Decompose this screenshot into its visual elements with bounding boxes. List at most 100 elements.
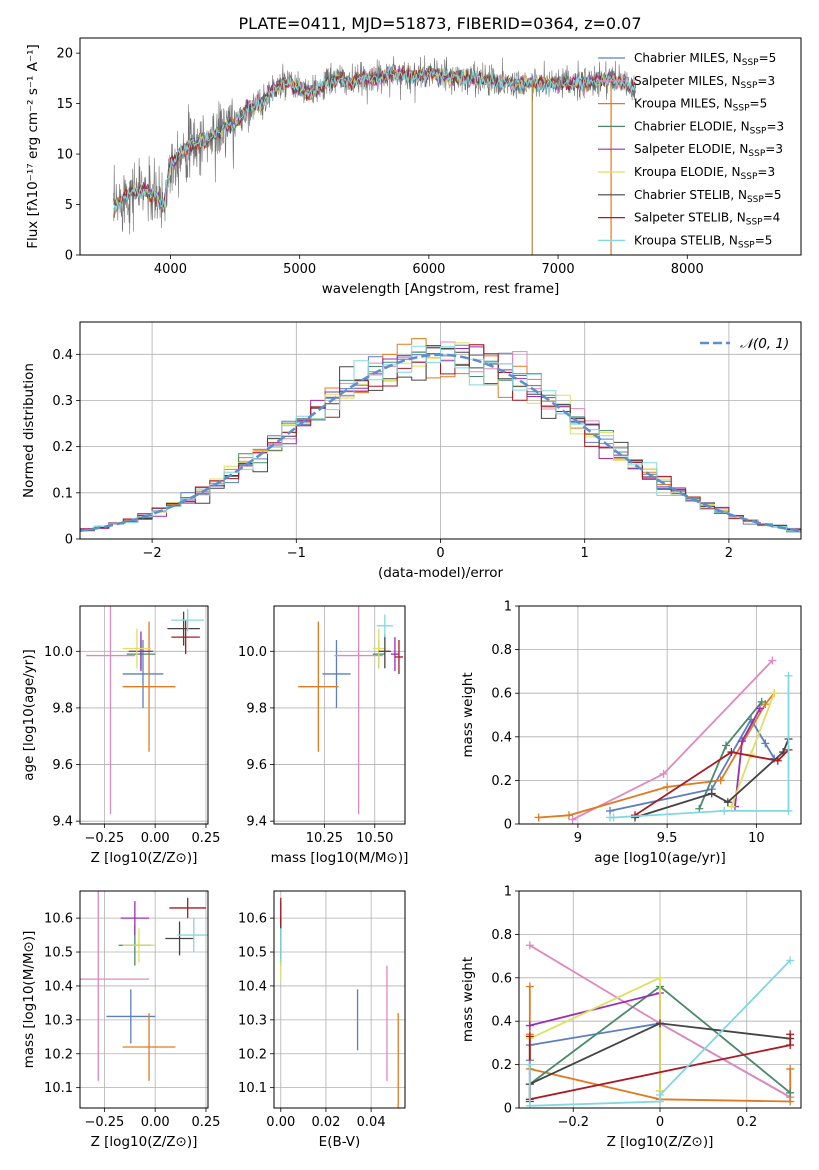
y-tick-label: 10.0 [238, 645, 267, 660]
mass-weight-marker [773, 756, 782, 765]
mass-weight-marker [786, 1097, 795, 1106]
mass-weight-marker [656, 973, 664, 982]
y-tick-label: 9.8 [246, 701, 267, 716]
legend-label: Salpeter STELIB, NSSP=4 [634, 211, 780, 228]
axes-frame [79, 605, 209, 825]
plot-area [113, 55, 637, 255]
mass-weight-marker [722, 741, 731, 750]
x-tick-label: 5000 [283, 262, 316, 277]
y-axis-label: mass weight [460, 672, 476, 757]
panel-mass-vs-EBV: 0.00 0.02 0.04 10.1 10.2 10.3 10.4 10.5 10.6 E(B-… [238, 890, 406, 1150]
y-axis-label: mass weight [460, 957, 476, 1042]
mass-weight-marker [525, 1101, 534, 1108]
x-axis-label: Z [log10(Z/Z⊙)] [607, 1134, 714, 1150]
mass-weight-marker [663, 782, 672, 791]
x-axis-label: E(B-V) [319, 1134, 361, 1150]
x-axis-label: Z [log10(Z/Z⊙)] [91, 1134, 198, 1150]
mass-weight-marker [564, 811, 573, 820]
x-tick-label: 0.2 [736, 1115, 757, 1130]
legend-subscript: SSP [741, 81, 758, 91]
y-tick-label: 0.2 [491, 1058, 512, 1073]
legend-subscript: SSP [748, 149, 765, 159]
legend-subscript: SSP [733, 104, 750, 114]
x-tick-label: 4000 [154, 262, 187, 277]
x-tick-label: 6000 [412, 262, 445, 277]
x-tick-label: 7000 [542, 262, 575, 277]
y-tick-label: 10.1 [238, 1081, 267, 1096]
x-tick-label: −0.2 [557, 1115, 589, 1130]
mass-weight-marker [720, 806, 729, 815]
mass-weight-marker [786, 1041, 795, 1050]
axes-frame [518, 890, 802, 1109]
legend-value: =3 [757, 74, 775, 88]
x-tick-label: 0.25 [191, 831, 220, 846]
y-tick-label: 0.3 [52, 394, 73, 409]
legend-label: Salpeter MILES, NSSP=3 [634, 74, 775, 91]
legend-subscript: SSP [746, 218, 763, 228]
plot-area [80, 322, 801, 539]
y-tick-label: 10.2 [44, 1047, 73, 1062]
y-tick-label: 0 [504, 1102, 512, 1117]
panel-mass-weight-vs-Z: −0.2 0 0.2 0 0.2 0.4 0.6 0.8 1 Z [log10(Z/Z⊙)] mas… [460, 885, 802, 1150]
legend-subscript: SSP [741, 172, 758, 182]
mass-weight-marker [659, 769, 668, 778]
y-tick-label: 10.2 [238, 1047, 267, 1062]
y-tick-label: 10.3 [44, 1013, 73, 1028]
y-tick-label: 10.1 [44, 1081, 73, 1096]
y-tick-label: 20 [56, 47, 73, 62]
legend-label: Chabrier STELIB, NSSP=5 [634, 188, 782, 205]
y-tick-label: 0.6 [491, 687, 512, 702]
x-tick-label: 0.00 [266, 1115, 295, 1130]
mass-weight-marker [534, 813, 543, 822]
y-tick-label: 9.4 [246, 815, 267, 830]
legend-subscript: SSP [742, 58, 759, 68]
x-tick-label: 0.04 [357, 1115, 386, 1130]
axes-frame [273, 890, 406, 1109]
mass-weight-marker [786, 956, 795, 965]
x-tick-label: −2 [143, 546, 162, 561]
y-tick-label: 0 [504, 818, 512, 833]
mass-weight-line [538, 692, 775, 819]
y-tick-label: 0 [65, 533, 73, 548]
legend-value: =3 [766, 119, 784, 133]
x-tick-label: −1 [287, 546, 306, 561]
mass-weight-marker [525, 941, 534, 950]
x-tick-label: 0.02 [311, 1115, 340, 1130]
y-tick-label: 9.8 [52, 701, 73, 716]
x-tick-label: 0.00 [141, 1115, 170, 1130]
y-tick-label: 10.3 [238, 1013, 267, 1028]
y-tick-label: 5 [65, 198, 73, 213]
y-tick-label: 10.4 [44, 979, 73, 994]
plot-area [519, 606, 801, 824]
mass-weight-marker [609, 813, 618, 822]
x-tick-label: 10 [748, 831, 765, 846]
mass-weight-marker [716, 776, 725, 785]
mass-weight-marker [656, 1090, 664, 1099]
mass-weight-marker [723, 798, 732, 807]
legend-label: Chabrier ELODIE, NSSP=3 [634, 119, 784, 136]
mass-weight-marker [525, 1060, 534, 1069]
x-tick-label: −0.25 [84, 831, 124, 846]
x-tick-label: 1 [581, 546, 589, 561]
mass-weight-line [634, 749, 790, 817]
y-tick-label: 0.2 [491, 774, 512, 789]
y-tick-label: 9.6 [246, 758, 267, 773]
model-spectrum-line [113, 64, 637, 213]
y-axis-label: age [log10(age/yr)] [21, 649, 37, 781]
y-tick-label: 0.8 [491, 928, 512, 943]
y-axis-label: mass [log10(M/M⊙)] [21, 931, 37, 1069]
y-axis-label: Normed distribution [21, 363, 37, 498]
axes-frame [518, 605, 802, 825]
x-tick-label: 0 [436, 546, 444, 561]
x-axis-label: Z [log10(Z/Z⊙)] [91, 850, 198, 866]
legend-subscript: SSP [738, 240, 755, 250]
y-tick-label: 0 [65, 249, 73, 264]
mass-weight-marker [727, 748, 736, 757]
x-tick-label: 9.5 [657, 831, 678, 846]
y-tick-label: 10.5 [238, 946, 267, 961]
axes-frame [79, 890, 209, 1109]
plot-area [274, 891, 405, 1108]
legend-label: 𝒩(0, 1) [740, 336, 789, 352]
panel-mass-vs-Z: −0.25 0.00 0.25 10.1 10.2 10.3 10.4 10.5 10.6 Z [… [21, 890, 220, 1150]
y-axis-label: Flux [fλ10⁻¹⁷ erg cm⁻² s⁻¹ A⁻¹] [25, 44, 41, 249]
